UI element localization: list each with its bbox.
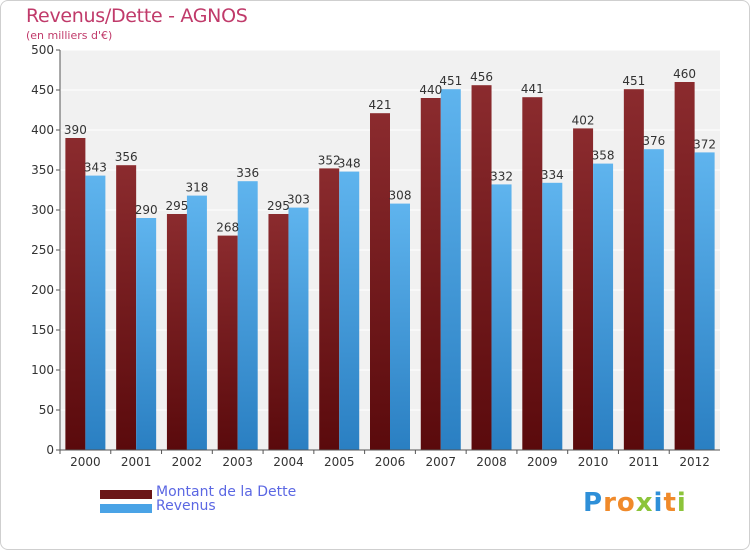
y-tick-label: 450 (31, 83, 54, 97)
data-label: 332 (490, 169, 513, 183)
bar-revenus (593, 163, 614, 450)
logo-letter: i (653, 488, 664, 518)
y-tick-label: 300 (31, 203, 54, 217)
y-tick-label: 50 (39, 403, 54, 417)
data-label: 421 (369, 98, 392, 112)
data-label: 402 (572, 113, 595, 127)
data-label: 356 (115, 150, 138, 164)
data-label: 440 (419, 83, 442, 97)
data-label: 290 (135, 203, 158, 217)
data-label: 303 (287, 193, 310, 207)
bar-revenus (186, 195, 207, 450)
bar-dette (573, 128, 594, 450)
bar-revenus (694, 152, 715, 450)
x-tick-label: 2005 (324, 455, 355, 469)
data-label: 318 (185, 181, 208, 195)
x-tick-label: 2004 (273, 455, 304, 469)
x-tick-label: 2000 (70, 455, 101, 469)
bar-dette (471, 85, 492, 450)
data-label: 295 (267, 199, 290, 213)
bar-revenus (491, 184, 512, 450)
y-tick-label: 400 (31, 123, 54, 137)
bar-dette (623, 89, 644, 450)
bar-dette (116, 165, 137, 450)
legend-label-dette: Montant de la Dette (156, 484, 297, 500)
logo-letter: o (616, 488, 636, 518)
x-tick-label: 2006 (375, 455, 406, 469)
data-label: 441 (521, 82, 544, 96)
data-label: 456 (470, 70, 493, 84)
bar-dette (65, 138, 86, 450)
data-label: 334 (541, 168, 564, 182)
y-tick-label: 150 (31, 323, 54, 337)
bar-dette (268, 214, 289, 450)
chart-subtitle: (en milliers d'€) (26, 29, 113, 42)
bar-dette (217, 235, 238, 450)
data-label: 268 (216, 221, 239, 235)
bar-dette (674, 82, 695, 450)
data-label: 343 (84, 161, 107, 175)
bar-revenus (339, 171, 360, 450)
data-label: 295 (165, 199, 188, 213)
logo-letter: x (635, 488, 654, 518)
bars (65, 82, 715, 451)
data-label: 372 (693, 137, 716, 151)
bar-dette (319, 168, 340, 450)
legend-label-revenus: Revenus (156, 498, 216, 514)
y-tick-label: 200 (31, 283, 54, 297)
bar-dette (522, 97, 543, 450)
bar-revenus (643, 149, 664, 450)
x-tick-label: 2012 (679, 455, 710, 469)
x-tick-label: 2009 (527, 455, 558, 469)
y-tick-label: 100 (31, 363, 54, 377)
data-label: 451 (439, 74, 462, 88)
chart-title: Revenus/Dette - AGNOS (26, 5, 248, 27)
bar-revenus (440, 89, 461, 450)
bar-dette (370, 113, 390, 450)
data-label: 460 (673, 67, 696, 81)
y-tick-label: 500 (31, 43, 54, 57)
x-tick-label: 2008 (476, 455, 507, 469)
x-tick-label: 2001 (121, 455, 152, 469)
y-tick-label: 250 (31, 243, 54, 257)
proxiti-logo: Proxiti (583, 488, 687, 518)
data-label: 451 (622, 74, 645, 88)
data-label: 336 (236, 166, 259, 180)
y-tick-label: 350 (31, 163, 54, 177)
bar-dette (420, 98, 441, 450)
bar-revenus (136, 218, 157, 450)
data-label: 308 (389, 189, 412, 203)
data-label: 358 (592, 149, 615, 163)
data-label: 376 (642, 134, 665, 148)
data-label: 352 (318, 153, 341, 167)
legend-swatch-dette (100, 490, 152, 499)
logo-letter: i (676, 488, 687, 518)
bar-revenus (237, 181, 258, 450)
logo-letter: r (603, 488, 617, 518)
x-tick-label: 2007 (425, 455, 456, 469)
x-tick-label: 2011 (629, 455, 660, 469)
data-label: 348 (338, 157, 361, 171)
axes: 0 50 100 150 200 250 300 350 400 450 500 2000 2001 20… (31, 43, 720, 469)
logo-letter: P (583, 488, 604, 518)
y-tick-label: 0 (46, 443, 54, 457)
x-tick-label: 2003 (222, 455, 253, 469)
data-label: 390 (64, 123, 87, 137)
x-tick-label: 2010 (578, 455, 609, 469)
logo-letter: t (663, 488, 677, 518)
bar-dette (166, 214, 187, 450)
bar-revenus (288, 207, 309, 450)
bar-revenus (85, 175, 106, 450)
x-tick-label: 2002 (172, 455, 203, 469)
bar-revenus (542, 182, 563, 451)
bar-revenus (390, 203, 410, 450)
legend-swatch-revenus (100, 504, 152, 513)
